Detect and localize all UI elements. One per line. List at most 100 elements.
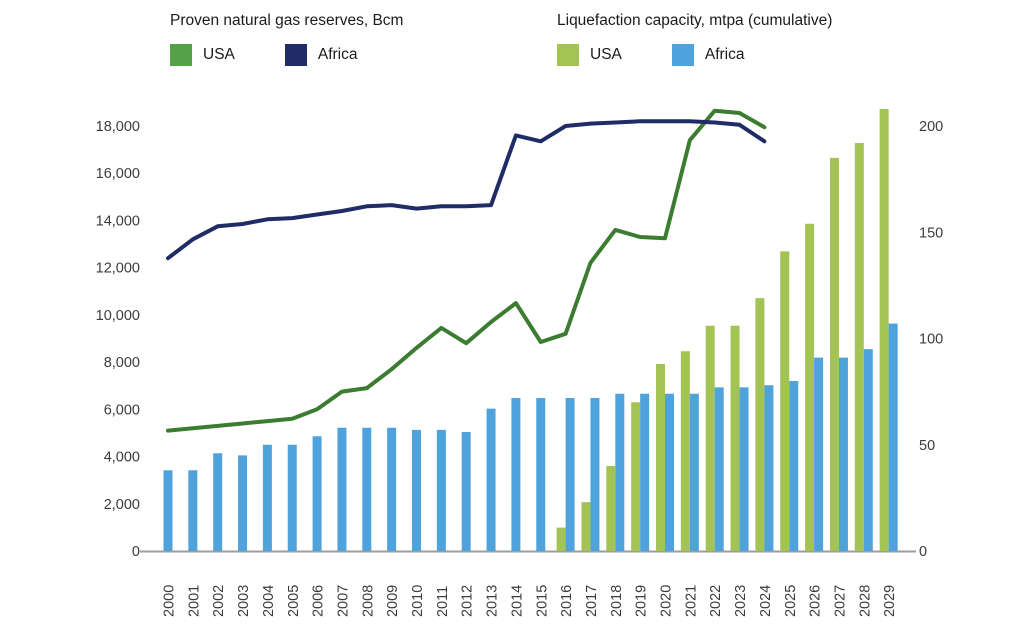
x-axis-year-label: 2022	[708, 585, 724, 617]
right-axis-tick-label: 150	[919, 225, 943, 241]
capacity-bar-africa	[511, 398, 521, 551]
capacity-bar-africa	[640, 393, 650, 551]
capacity-usa-label: USA	[590, 46, 622, 63]
capacity-bar-africa	[689, 393, 699, 551]
capacity-africa-label: Africa	[704, 46, 745, 63]
capacity-bar-africa	[312, 436, 322, 551]
right-axis-tick-label: 200	[919, 119, 943, 135]
capacity-bar-africa	[615, 393, 625, 551]
capacity-bar-usa	[879, 109, 889, 551]
capacity-bar-africa	[590, 398, 600, 551]
reserves-africa-swatch-icon	[284, 44, 307, 66]
legend-item-reserves-usa: USA	[170, 44, 235, 66]
x-axis-year-label: 2008	[360, 585, 376, 617]
legend-item-capacity-usa: USA	[557, 44, 622, 66]
capacity-africa-swatch-icon	[671, 44, 694, 66]
capacity-bar-usa	[606, 466, 616, 551]
left-axis-tick-label: 8,000	[104, 355, 140, 371]
x-axis-year-label: 2017	[584, 585, 600, 617]
capacity-bar-africa	[213, 453, 223, 551]
capacity-bar-africa	[387, 427, 397, 551]
capacity-bar-africa	[565, 398, 575, 551]
right-axis-tick-label: 50	[919, 438, 935, 454]
x-axis-year-label: 2001	[186, 585, 202, 617]
x-axis-year-label: 2005	[286, 585, 302, 617]
capacity-bar-africa	[814, 357, 824, 551]
capacity-bar-africa	[337, 427, 347, 551]
left-axis-tick-label: 16,000	[96, 166, 140, 182]
x-axis-year-label: 2013	[485, 585, 501, 617]
x-axis-year-label: 2021	[683, 585, 699, 617]
x-axis-year-label: 2015	[534, 585, 550, 617]
capacity-usa-swatch-icon	[557, 44, 579, 66]
left-axis-tick-label: 2,000	[104, 497, 140, 513]
capacity-bar-usa	[556, 527, 566, 551]
x-axis-year-label: 2014	[509, 585, 525, 617]
x-axis-year-label: 2018	[609, 585, 625, 617]
x-axis-year-label: 2009	[385, 585, 401, 617]
x-axis-year-label: 2028	[857, 585, 873, 617]
capacity-bar-usa	[755, 298, 765, 551]
capacity-bar-africa	[362, 427, 372, 551]
x-axis-year-label: 2027	[832, 585, 848, 617]
reserves-line-usa	[166, 108, 767, 433]
x-axis-year-label: 2026	[808, 585, 824, 617]
capacity-bar-usa	[854, 143, 864, 551]
left-axis-tick-label: 4,000	[104, 450, 140, 466]
capacity-bar-usa	[780, 251, 790, 551]
legend-capacity-title: Liquefaction capacity, mtpa (cumulative)	[557, 12, 833, 29]
x-axis-year-label: 2020	[659, 585, 675, 617]
x-axis-year-label: 2007	[335, 585, 351, 617]
reserves-line-africa	[166, 119, 767, 261]
capacity-bar-africa	[461, 432, 471, 551]
reserves-africa-label: Africa	[317, 46, 358, 63]
x-axis-year-label: 2000	[162, 585, 178, 617]
x-axis-year-label: 2003	[236, 585, 252, 617]
capacity-bar-africa	[262, 444, 272, 551]
x-axis-year-label: 2016	[559, 585, 575, 617]
left-axis-tick-label: 18,000	[96, 119, 140, 135]
left-axis-tick-label: 14,000	[96, 213, 140, 229]
capacity-bar-usa	[656, 364, 665, 551]
capacity-bar-usa	[631, 402, 641, 551]
x-axis-year-label: 2019	[634, 585, 650, 617]
legend-capacity-items: USA Africa	[557, 44, 832, 66]
x-axis-year-label: 2012	[460, 585, 476, 617]
capacity-bar-africa	[838, 357, 848, 551]
legend-reserves-title: Proven natural gas reserves, Bcm	[170, 12, 404, 29]
x-axis-year-label: 2025	[783, 585, 799, 617]
capacity-bar-usa	[680, 351, 690, 551]
left-axis-tick-label: 12,000	[96, 261, 140, 277]
legend-reserves: Proven natural gas reserves, Bcm USA Afr…	[170, 12, 408, 66]
capacity-bar-africa	[863, 349, 873, 551]
reserves-usa-label: USA	[203, 46, 235, 63]
capacity-bar-africa	[486, 408, 496, 551]
x-axis-year-label: 2029	[882, 585, 898, 617]
x-axis-year-label: 2004	[261, 585, 277, 617]
capacity-bar-africa	[238, 455, 248, 551]
right-axis-tick-label: 100	[919, 332, 943, 348]
x-axis-year-label: 2011	[435, 586, 451, 617]
capacity-bar-usa	[805, 223, 815, 551]
capacity-bar-africa	[188, 470, 198, 551]
capacity-bar-africa	[789, 381, 799, 551]
capacity-bar-africa	[764, 385, 774, 551]
capacity-bar-usa	[581, 502, 591, 551]
legend-item-capacity-africa: Africa	[671, 44, 745, 66]
capacity-bar-africa	[163, 470, 173, 551]
capacity-bar-usa	[730, 325, 740, 551]
capacity-bar-africa	[412, 429, 421, 551]
capacity-bar-africa	[714, 387, 724, 551]
x-axis-year-label: 2002	[211, 585, 227, 617]
reserves-usa-swatch-icon	[170, 44, 192, 66]
legend-capacity: Liquefaction capacity, mtpa (cumulative)…	[557, 12, 832, 66]
x-axis-year-label: 2010	[410, 585, 426, 617]
capacity-bar-africa	[739, 387, 749, 551]
capacity-bar-usa	[829, 157, 839, 551]
capacity-bar-africa	[287, 444, 297, 551]
capacity-bar-africa	[665, 393, 674, 551]
right-axis-tick-label: 0	[919, 544, 927, 560]
x-axis-year-label: 2006	[311, 585, 327, 617]
